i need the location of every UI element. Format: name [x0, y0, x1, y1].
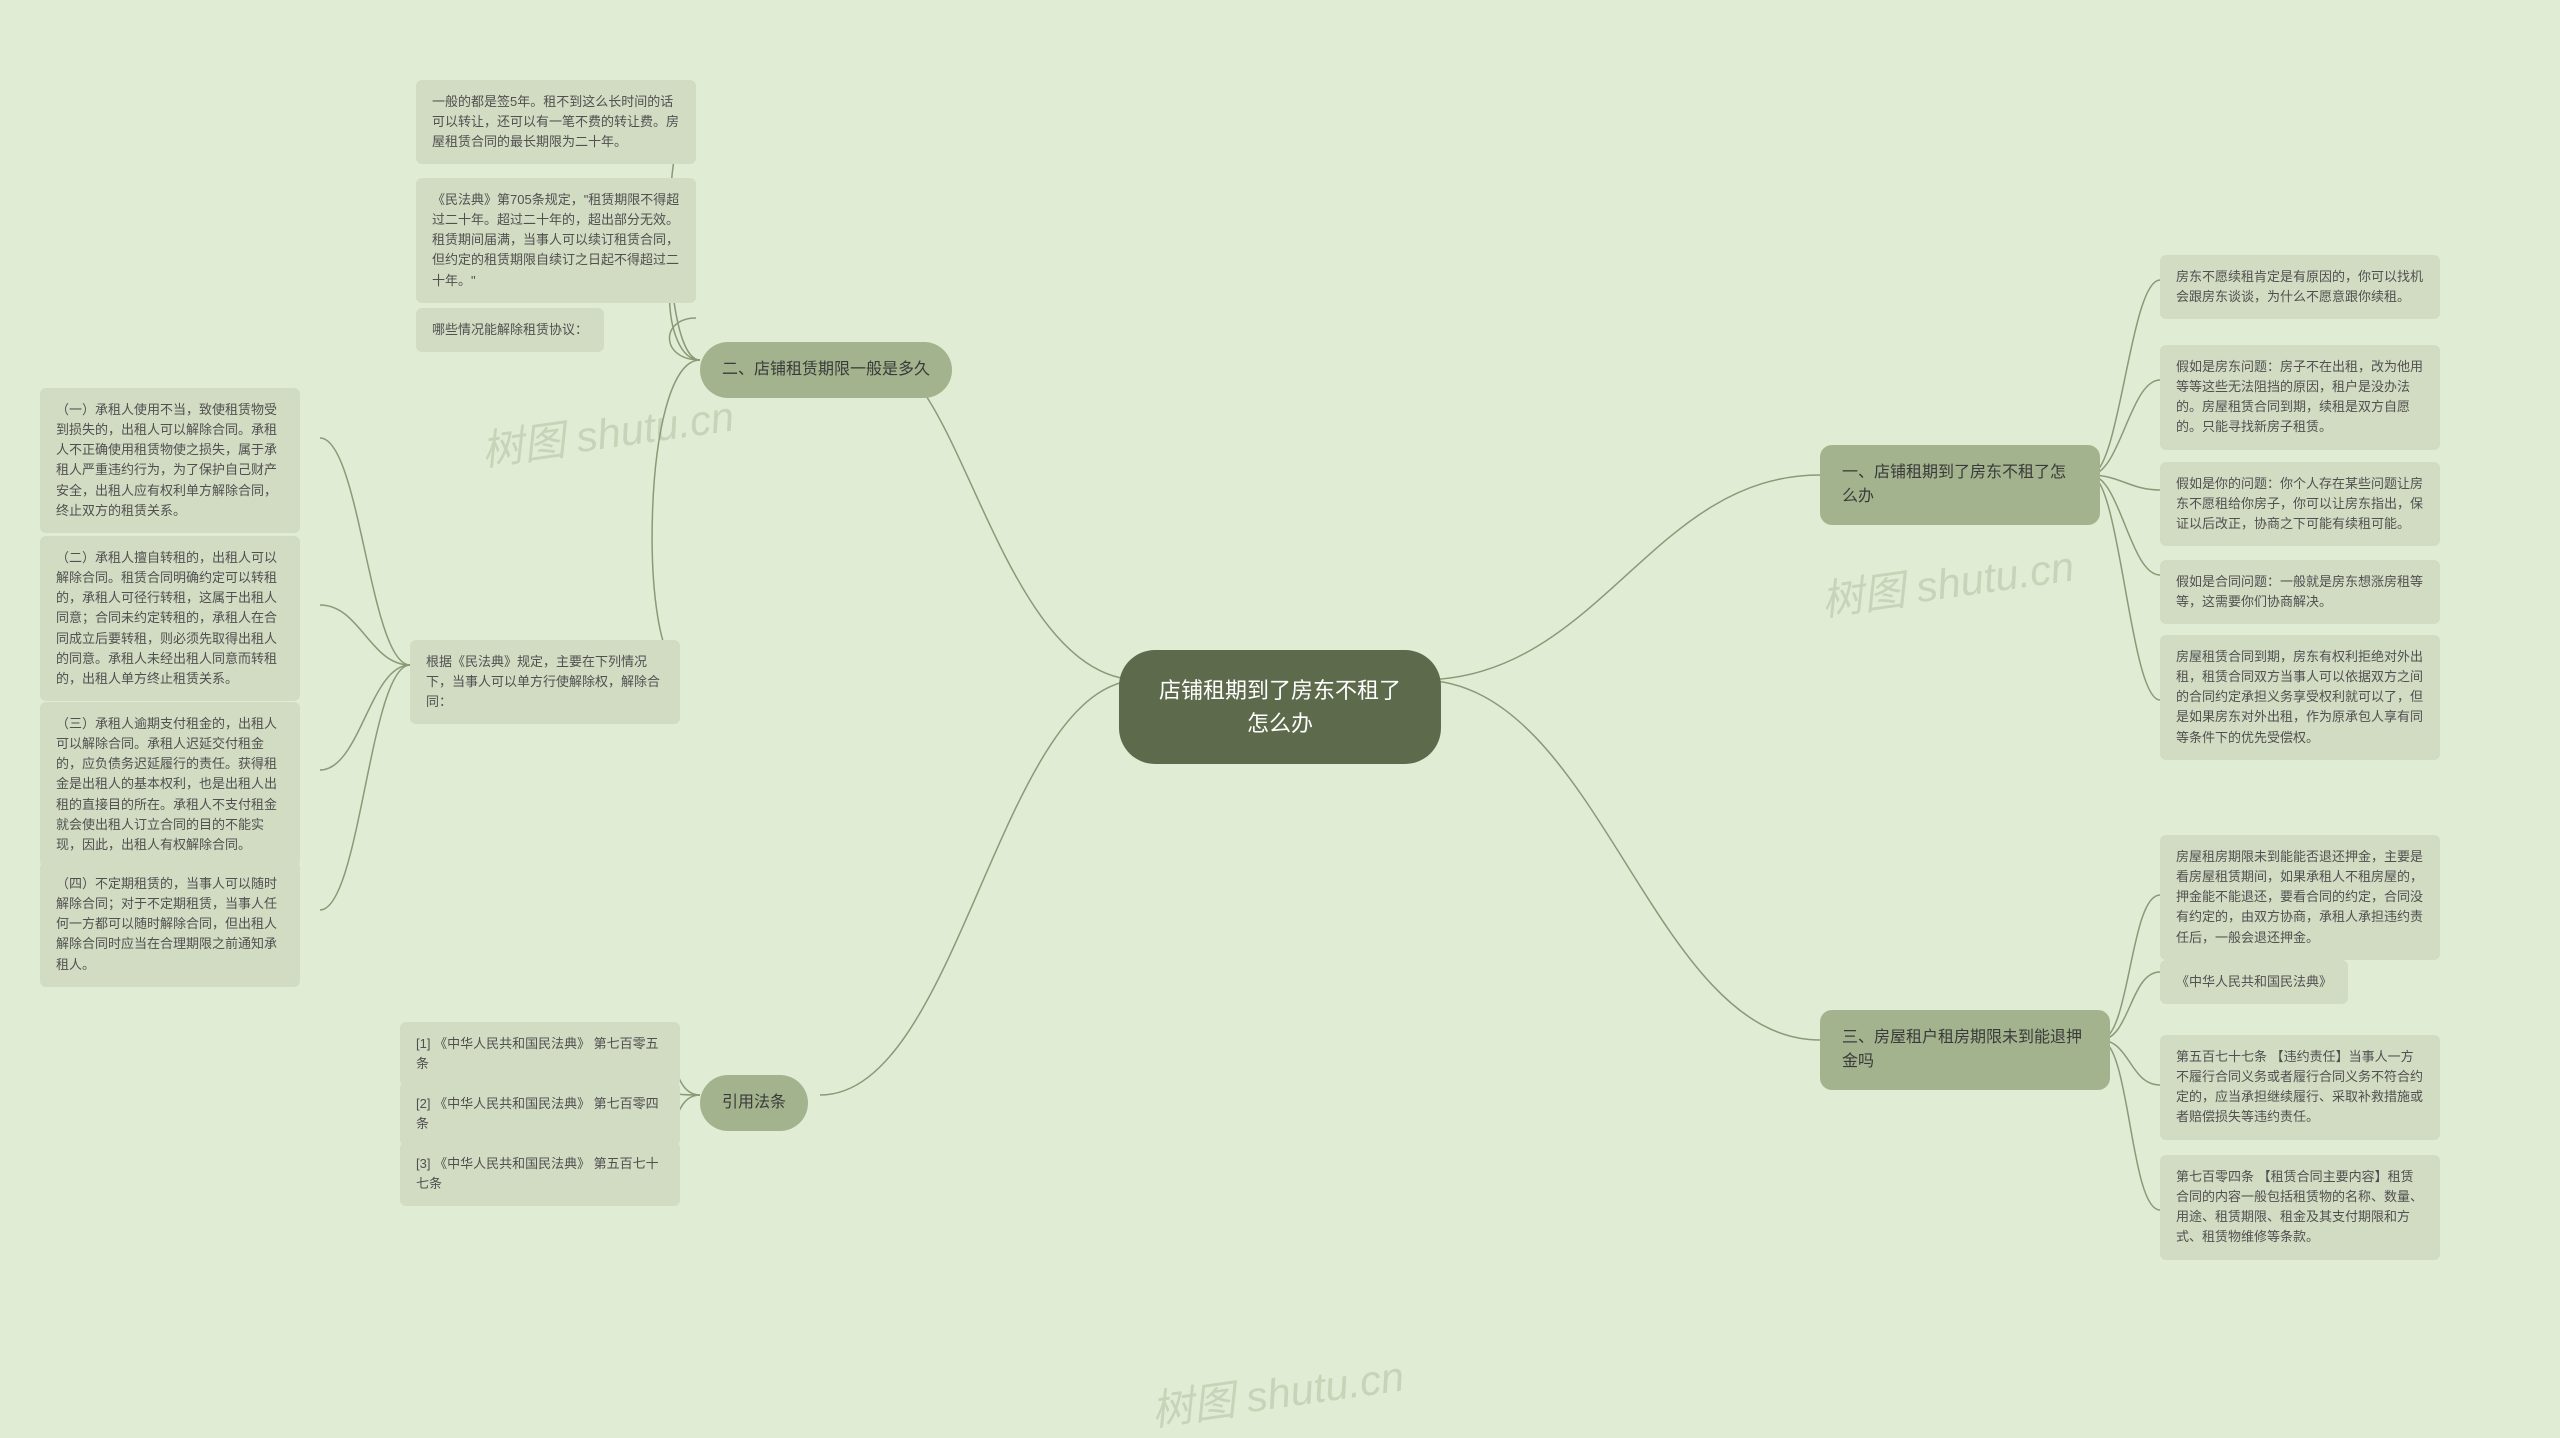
leaf-node[interactable]: （三）承租人逾期支付租金的，出租人可以解除合同。承租人迟延交付租金的，应负债务迟…	[40, 702, 300, 867]
leaf-node[interactable]: 房屋租房期限未到能能否退还押金，主要是看房屋租赁期间，如果承租人不租房屋的，押金…	[2160, 835, 2440, 960]
leaf-node[interactable]: 第七百零四条 【租赁合同主要内容】租赁合同的内容一般包括租赁物的名称、数量、用途…	[2160, 1155, 2440, 1260]
leaf-node[interactable]: [3] 《中华人民共和国民法典》 第五百七十七条	[400, 1142, 680, 1206]
watermark: 树图 shutu.cn	[1817, 533, 2077, 629]
leaf-node[interactable]: （一）承租人使用不当，致使租赁物受到损失的，出租人可以解除合同。承租人不正确使用…	[40, 388, 300, 533]
leaf-node[interactable]: 房东不愿续租肯定是有原因的，你可以找机会跟房东谈谈，为什么不愿意跟你续租。	[2160, 255, 2440, 319]
leaf-node[interactable]: [1] 《中华人民共和国民法典》 第七百零五条	[400, 1022, 680, 1086]
leaf-node[interactable]: 假如是合同问题：一般就是房东想涨房租等等，这需要你们协商解决。	[2160, 560, 2440, 624]
branch-node-2[interactable]: 二、店铺租赁期限一般是多久	[700, 342, 952, 398]
leaf-node[interactable]: 房屋租赁合同到期，房东有权利拒绝对外出租，租赁合同双方当事人可以依据双方之间的合…	[2160, 635, 2440, 760]
leaf-node[interactable]: 第五百七十七条 【违约责任】当事人一方不履行合同义务或者履行合同义务不符合约定的…	[2160, 1035, 2440, 1140]
center-node[interactable]: 店铺租期到了房东不租了 怎么办	[1119, 650, 1441, 764]
leaf-node[interactable]: 哪些情况能解除租赁协议：	[416, 308, 604, 352]
leaf-node[interactable]: 一般的都是签5年。租不到这么长时间的话可以转让，还可以有一笔不费的转让费。房屋租…	[416, 80, 696, 164]
branch-node-1[interactable]: 一、店铺租期到了房东不租了怎么办	[1820, 445, 2100, 525]
branch-node-4[interactable]: 引用法条	[700, 1075, 808, 1131]
leaf-node[interactable]: 《中华人民共和国民法典》	[2160, 960, 2348, 1004]
leaf-node[interactable]: 《民法典》第705条规定，"租赁期限不得超过二十年。超过二十年的，超出部分无效。…	[416, 178, 696, 303]
sub-node[interactable]: 根据《民法典》规定，主要在下列情况下，当事人可以单方行使解除权，解除合同：	[410, 640, 680, 724]
leaf-node[interactable]: [2] 《中华人民共和国民法典》 第七百零四条	[400, 1082, 680, 1146]
leaf-node[interactable]: （四）不定期租赁的，当事人可以随时解除合同；对于不定期租赁，当事人任何一方都可以…	[40, 862, 300, 987]
leaf-node[interactable]: 假如是你的问题：你个人存在某些问题让房东不愿租给你房子，你可以让房东指出，保证以…	[2160, 462, 2440, 546]
watermark: 树图 shutu.cn	[1147, 1343, 1407, 1438]
leaf-node[interactable]: （二）承租人擅自转租的，出租人可以解除合同。租赁合同明确约定可以转租的，承租人可…	[40, 536, 300, 701]
branch-node-3[interactable]: 三、房屋租户租房期限未到能退押金吗	[1820, 1010, 2110, 1090]
leaf-node[interactable]: 假如是房东问题：房子不在出租，改为他用等等这些无法阻挡的原因，租户是没办法的。房…	[2160, 345, 2440, 450]
watermark: 树图 shutu.cn	[477, 383, 737, 479]
